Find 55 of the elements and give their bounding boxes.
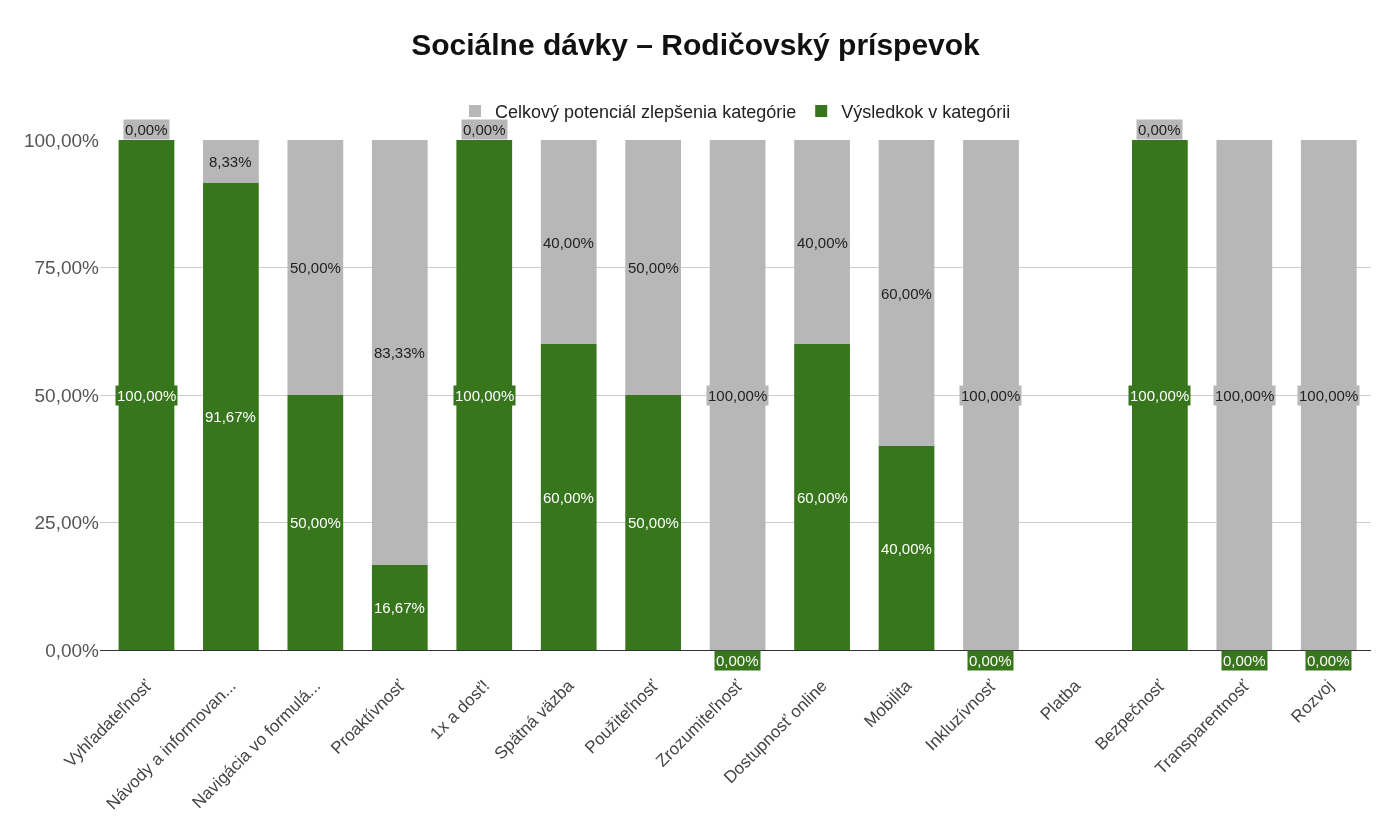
bar xyxy=(625,395,682,650)
data-label: 100,00% xyxy=(961,387,1021,404)
data-label: 100,00% xyxy=(708,387,768,404)
data-label: 100,00% xyxy=(1299,387,1359,404)
y-tick-label: 50,00% xyxy=(34,384,100,406)
data-label: 0,00% xyxy=(463,121,506,138)
data-label: 40,00% xyxy=(543,234,594,251)
data-label: 100,00% xyxy=(455,387,515,404)
data-label: 91,67% xyxy=(205,408,256,425)
legend-label: Celkový potenciál zlepšenia kategórie xyxy=(495,102,797,123)
y-tick-label: 25,00% xyxy=(34,512,100,534)
y-tick-label: 75,00% xyxy=(34,257,100,279)
legend-label: Výsledkok v kategórii xyxy=(841,102,1011,123)
data-label: 60,00% xyxy=(881,285,932,302)
y-tick-label: 0,00% xyxy=(45,639,100,661)
bar xyxy=(203,182,259,650)
data-label: 16,67% xyxy=(374,599,425,616)
data-label: 50,00% xyxy=(628,259,679,276)
bar xyxy=(878,140,935,446)
bar xyxy=(540,344,597,650)
data-label: 100,00% xyxy=(1130,387,1190,404)
data-label: 8,33% xyxy=(209,153,252,170)
data-label: 0,00% xyxy=(1138,121,1181,138)
data-label: 0,00% xyxy=(1223,652,1266,669)
bar xyxy=(287,140,344,395)
data-label: 50,00% xyxy=(290,514,341,531)
data-label: 50,00% xyxy=(628,514,679,531)
bar xyxy=(963,140,1019,650)
data-label: 100,00% xyxy=(1215,387,1275,404)
bar xyxy=(794,344,850,650)
bar xyxy=(1300,140,1357,650)
bar xyxy=(794,140,850,344)
data-label: 100,00% xyxy=(117,387,177,404)
data-label: 60,00% xyxy=(543,489,594,506)
bar xyxy=(709,140,766,650)
data-label: 0,00% xyxy=(969,652,1012,669)
data-label: 50,00% xyxy=(290,259,341,276)
data-label: 40,00% xyxy=(797,234,848,251)
bar xyxy=(1132,140,1188,650)
bar xyxy=(1216,140,1273,650)
bar xyxy=(118,140,175,650)
data-label: 83,33% xyxy=(374,344,425,361)
data-label: 60,00% xyxy=(797,489,848,506)
bar xyxy=(540,140,597,344)
data-label: 40,00% xyxy=(881,540,932,557)
bar xyxy=(878,446,935,650)
data-label: 0,00% xyxy=(716,652,759,669)
chart-title: Sociálne dávky – Rodičovský príspevok xyxy=(411,27,981,61)
data-label: 0,00% xyxy=(1307,652,1350,669)
data-label: 0,00% xyxy=(125,121,168,138)
y-tick-label: 100,00% xyxy=(23,129,100,151)
bar xyxy=(625,140,682,395)
bar xyxy=(456,140,513,650)
bar xyxy=(287,395,344,650)
bar xyxy=(371,140,428,565)
